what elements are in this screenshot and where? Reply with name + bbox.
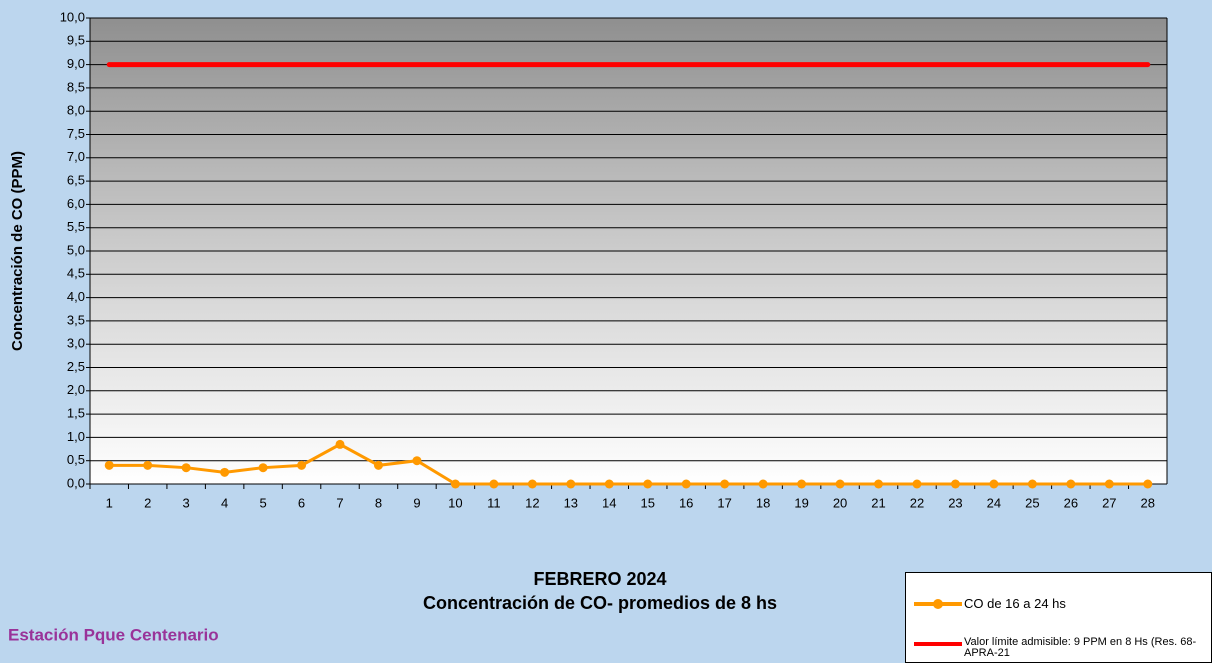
- y-tick-label: 1,5: [67, 406, 85, 421]
- y-tick-label: 8,0: [67, 103, 85, 118]
- legend-text: CO de 16 a 24 hs: [964, 596, 1066, 611]
- point: [1143, 479, 1153, 489]
- point: [489, 479, 499, 489]
- y-tick-label: 3,5: [67, 312, 85, 327]
- point: [220, 467, 230, 477]
- x-tick-label: 28: [1141, 495, 1155, 510]
- legend-entry: CO de 16 a 24 hs: [914, 597, 1204, 611]
- x-tick-label: 10: [448, 495, 462, 510]
- point: [181, 463, 191, 473]
- x-tick-label: 2: [144, 495, 151, 510]
- x-tick-label: 1: [106, 495, 113, 510]
- y-tick-label: 9,0: [67, 56, 85, 71]
- y-tick-label: 5,5: [67, 219, 85, 234]
- x-tick-label: 6: [298, 495, 305, 510]
- point: [681, 479, 691, 489]
- point: [874, 479, 884, 489]
- point: [643, 479, 653, 489]
- x-tick-label: 22: [910, 495, 924, 510]
- x-tick-label: 12: [525, 495, 539, 510]
- legend-swatch: [914, 642, 962, 646]
- x-tick-label: 23: [948, 495, 962, 510]
- legend-swatch: [914, 599, 962, 609]
- x-tick-label: 15: [640, 495, 654, 510]
- legend: CO de 16 a 24 hs Valor límite admisible: …: [905, 572, 1212, 663]
- x-tick-label: 20: [833, 495, 847, 510]
- y-tick-label: 6,0: [67, 196, 85, 211]
- y-tick-label: 1,0: [67, 429, 85, 444]
- y-tick-label: 4,0: [67, 289, 85, 304]
- point: [412, 456, 422, 466]
- point: [143, 460, 153, 470]
- y-tick-label: 3,0: [67, 336, 85, 351]
- y-tick-label: 8,5: [67, 79, 85, 94]
- y-tick-label: 0,5: [67, 452, 85, 467]
- x-tick-label: 7: [336, 495, 343, 510]
- x-tick-label: 11: [487, 495, 501, 510]
- x-tick-label: 26: [1064, 495, 1078, 510]
- point: [527, 479, 537, 489]
- x-tick-label: 17: [717, 495, 731, 510]
- point: [1104, 479, 1114, 489]
- point: [1027, 479, 1037, 489]
- x-tick-label: 14: [602, 495, 616, 510]
- chart-title: FEBRERO 2024: [533, 569, 666, 589]
- y-tick-label: 10,0: [60, 9, 85, 24]
- x-tick-label: 13: [564, 495, 578, 510]
- point: [373, 460, 383, 470]
- x-tick-label: 27: [1102, 495, 1116, 510]
- point: [297, 460, 307, 470]
- point: [989, 479, 999, 489]
- y-tick-label: 5,0: [67, 242, 85, 257]
- y-tick-label: 2,0: [67, 382, 85, 397]
- x-tick-label: 16: [679, 495, 693, 510]
- x-tick-label: 8: [375, 495, 382, 510]
- x-tick-label: 5: [259, 495, 266, 510]
- x-tick-label: 24: [987, 495, 1001, 510]
- y-tick-label: 7,5: [67, 126, 85, 141]
- series-line: [107, 442, 1150, 486]
- y-tick-label: 6,5: [67, 173, 85, 188]
- x-tick-label: 3: [183, 495, 190, 510]
- y-tick-label: 7,0: [67, 149, 85, 164]
- x-tick-label: 18: [756, 495, 770, 510]
- y-tick-label: 4,5: [67, 266, 85, 281]
- chart-subtitle: Concentración de CO- promedios de 8 hs: [423, 593, 777, 613]
- point: [797, 479, 807, 489]
- y-tick-label: 0,0: [67, 475, 85, 490]
- legend-marker: [933, 599, 943, 609]
- point: [335, 439, 345, 449]
- station-label: Estación Pque Centenario: [8, 625, 219, 644]
- point: [1066, 479, 1076, 489]
- x-tick-label: 4: [221, 495, 228, 510]
- point: [104, 460, 114, 470]
- y-axis-label: Concentración de CO (PPM): [9, 151, 26, 351]
- legend-text: Valor límite admisible: 9 PPM en 8 Hs (R…: [964, 636, 1197, 659]
- point: [758, 479, 768, 489]
- point: [566, 479, 576, 489]
- legend-entry: Valor límite admisible: 9 PPM en 8 Hs (R…: [914, 637, 1204, 659]
- point: [835, 479, 845, 489]
- point: [720, 479, 730, 489]
- x-tick-label: 19: [794, 495, 808, 510]
- x-tick-label: 25: [1025, 495, 1039, 510]
- point: [604, 479, 614, 489]
- y-tick-label: 9,5: [67, 33, 85, 48]
- point: [450, 479, 460, 489]
- y-tick-label: 2,5: [67, 359, 85, 374]
- x-tick-label: 21: [871, 495, 885, 510]
- point: [258, 463, 268, 473]
- point: [912, 479, 922, 489]
- point: [950, 479, 960, 489]
- x-tick-label: 9: [413, 495, 420, 510]
